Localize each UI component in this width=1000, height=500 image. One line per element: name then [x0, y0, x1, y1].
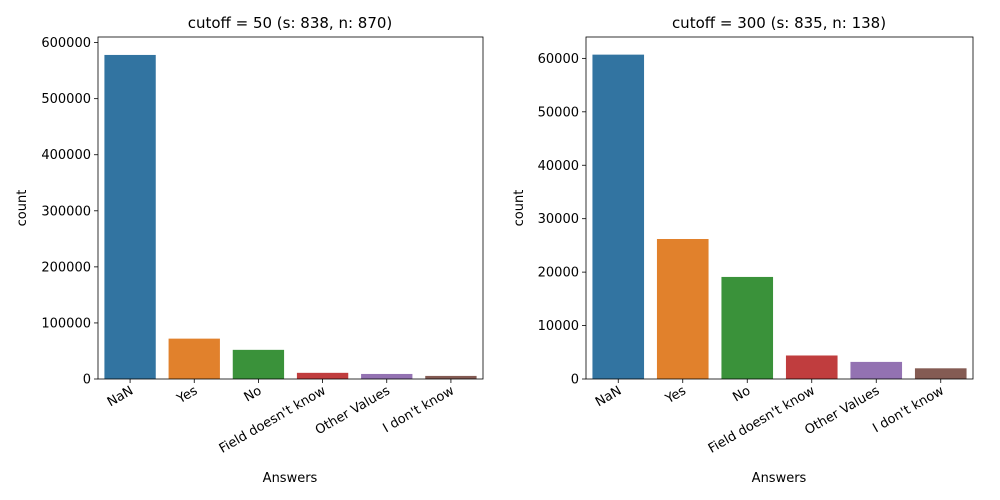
- x-tick-label: Field doesn't know: [706, 383, 818, 456]
- chart-left: cutoff = 50 (s: 838, n: 870) Answers cou…: [15, 14, 484, 486]
- x-tick-label: Field doesn't know: [217, 383, 329, 456]
- x-axis-label: Answers: [752, 471, 807, 486]
- y-axis-label: count: [512, 190, 527, 227]
- y-tick-label: 400000: [41, 148, 91, 163]
- x-axis-label: Answers: [263, 471, 318, 486]
- y-tick-label: 200000: [41, 260, 91, 275]
- bar: [296, 372, 349, 379]
- y-tick-label: 300000: [41, 204, 91, 219]
- bar: [592, 54, 645, 380]
- chart-right: cutoff = 300 (s: 835, n: 138) Answers co…: [512, 14, 974, 486]
- y-ticks: 0 100000 200000 300000 400000 500000 600000: [41, 36, 98, 388]
- bars: [592, 54, 967, 380]
- y-tick-label: 40000: [538, 159, 579, 174]
- chart-title: cutoff = 50 (s: 838, n: 870): [188, 14, 393, 32]
- chart-title: cutoff = 300 (s: 835, n: 138): [672, 14, 886, 32]
- y-tick-label: 500000: [41, 92, 91, 107]
- bar: [168, 338, 220, 379]
- y-tick-label: 100000: [41, 316, 91, 331]
- x-tick-label: No: [242, 383, 265, 405]
- y-tick-label: 0: [571, 373, 579, 388]
- bar: [232, 349, 285, 379]
- y-tick-label: 10000: [538, 319, 579, 334]
- y-tick-label: 600000: [41, 36, 91, 51]
- y-tick-label: 60000: [538, 52, 579, 67]
- bar: [425, 375, 477, 379]
- bar: [785, 355, 838, 379]
- y-tick-label: 20000: [538, 266, 579, 281]
- plot-frame: [585, 36, 974, 380]
- plot-frame: [97, 36, 484, 380]
- bar: [721, 276, 774, 379]
- x-tick-label: I don't know: [870, 383, 947, 436]
- y-ticks: 0 10000 20000 30000 40000 50000 60000: [538, 52, 586, 388]
- bar: [104, 54, 156, 380]
- bar: [361, 373, 413, 379]
- y-tick-label: 0: [83, 373, 91, 388]
- bar: [656, 238, 709, 379]
- y-tick-label: 30000: [538, 212, 579, 227]
- x-tick-label: NaN: [593, 383, 624, 410]
- y-tick-label: 50000: [538, 105, 579, 120]
- bar: [914, 368, 967, 379]
- bars: [104, 54, 477, 380]
- x-tick-label: No: [730, 383, 753, 405]
- x-tick-label: Yes: [174, 383, 201, 407]
- x-tick-label: NaN: [105, 383, 136, 410]
- x-tick-label: I don't know: [380, 383, 457, 436]
- bar: [850, 361, 903, 379]
- x-tick-label: Yes: [662, 383, 689, 407]
- y-axis-label: count: [15, 190, 30, 227]
